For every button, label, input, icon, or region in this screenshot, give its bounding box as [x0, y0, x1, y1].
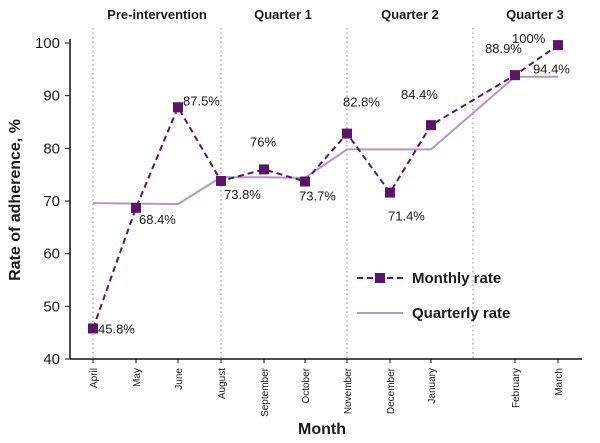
data-label-monthly-7: 71.4% [388, 209, 425, 224]
x-tick-label-8: January [427, 368, 438, 404]
period-label-0: Pre-intervention [107, 7, 207, 22]
y-tick-label-6: 100 [35, 35, 60, 52]
data-label-monthly-6: 82.8% [343, 95, 380, 110]
y-tick-label-5: 90 [43, 88, 60, 105]
x-tick-label-6: November [343, 367, 354, 414]
data-label-monthly-1: 68.4% [139, 212, 176, 227]
data-point-monthly-7 [385, 187, 395, 198]
data-label-monthly-5: 73.7% [299, 189, 336, 204]
x-tick-label-0: April [89, 368, 100, 388]
data-point-monthly-1 [131, 202, 141, 213]
x-tick-label-9: February [511, 368, 522, 408]
data-point-monthly-0 [88, 323, 98, 334]
x-tick-label-4: September [260, 367, 271, 417]
x-tick-label-5: October [301, 367, 312, 403]
data-label-monthly-2: 87.5% [183, 93, 220, 108]
period-label-2: Quarter 2 [381, 7, 439, 22]
data-label-monthly-10: 100% [512, 31, 546, 46]
series-line-quarterly [92, 75, 558, 206]
legend-label-quarterly: Quarterly rate [412, 305, 510, 322]
x-axis-title: Month [298, 421, 346, 438]
data-label-monthly-0: 45.8% [98, 321, 135, 336]
data-label-monthly-8: 84.4% [401, 87, 438, 102]
data-label-monthly-9: 88.9% [485, 41, 522, 56]
data-point-monthly-2 [173, 102, 183, 113]
period-label-3: Quarter 3 [506, 7, 564, 22]
y-tick-label-2: 60 [43, 246, 60, 263]
y-tick-label-0: 40 [43, 351, 60, 368]
x-tick-label-7: December [386, 367, 397, 414]
legend: Monthly rate Quarterly rate [357, 270, 510, 322]
data-point-monthly-5 [300, 176, 310, 187]
data-label-monthly-4: 76% [250, 134, 276, 149]
y-tick-label-1: 50 [43, 298, 60, 315]
legend-label-monthly: Monthly rate [412, 270, 501, 287]
data-label-monthly-3: 73.8% [224, 187, 261, 202]
legend-swatch-monthly-marker [375, 273, 385, 283]
data-label-quarterly-9: 94.4% [533, 62, 570, 77]
data-point-monthly-9 [510, 70, 520, 81]
x-tick-label-3: August [217, 368, 228, 399]
y-axis-title: Rate of adherence, % [7, 119, 24, 281]
data-point-monthly-4 [259, 164, 269, 175]
x-tick-label-10: March [554, 368, 565, 396]
data-point-monthly-10 [553, 40, 563, 51]
y-tick-label-3: 70 [43, 193, 60, 210]
x-tick-label-1: May [132, 368, 143, 387]
x-tick-label-2: June [174, 368, 185, 390]
series-line-monthly [92, 44, 559, 329]
period-label-1: Quarter 1 [254, 7, 312, 22]
data-point-monthly-8 [426, 120, 436, 131]
y-tick-label-4: 80 [43, 140, 60, 157]
data-point-monthly-6 [342, 128, 352, 139]
data-point-monthly-3 [216, 175, 226, 186]
